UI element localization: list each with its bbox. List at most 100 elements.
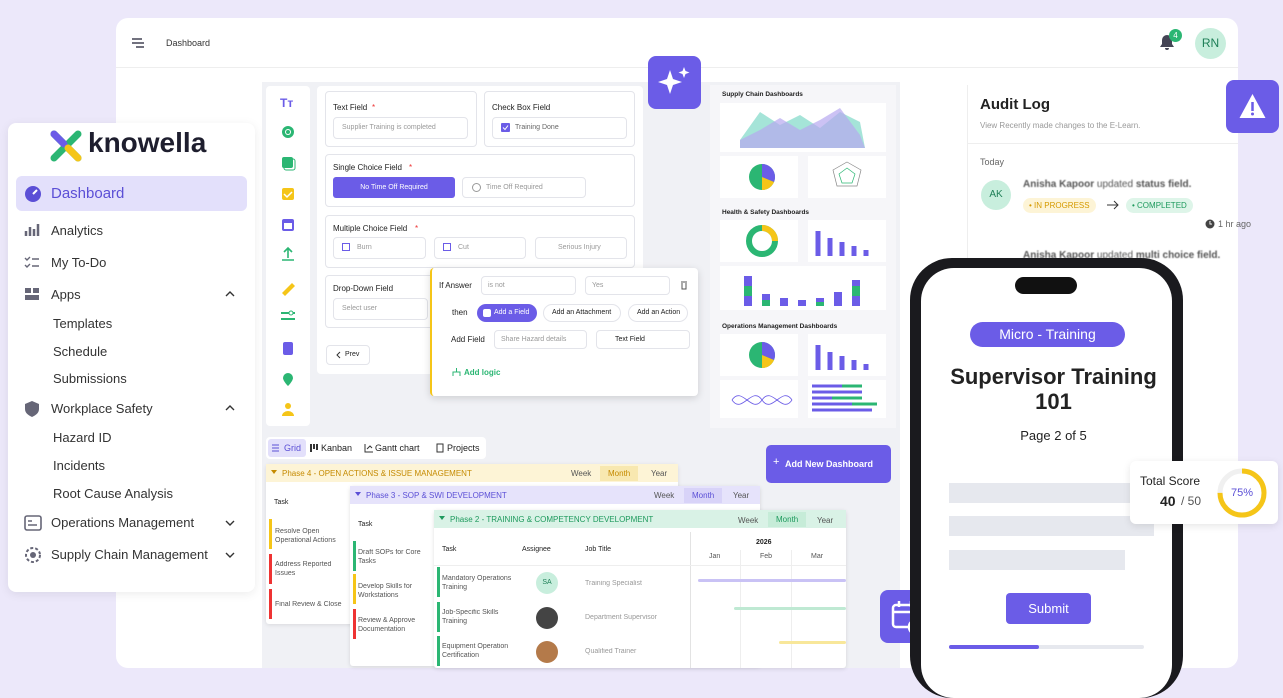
task: Task	[358, 521, 373, 528]
label[interactable]: Workplace Safety	[51, 401, 153, 416]
scales[interactable]: Year	[651, 469, 668, 478]
actions[interactable]: Add an Action	[628, 304, 688, 322]
path	[762, 177, 774, 190]
scales[interactable]: Year	[733, 491, 750, 500]
rect	[283, 342, 293, 355]
scales[interactable]: Year	[817, 516, 834, 525]
rows: Develop Skills for Workstations	[358, 583, 413, 599]
label: Total Score	[1140, 474, 1201, 488]
job: Department Supervisor	[585, 614, 657, 621]
safety-icon	[25, 401, 39, 417]
path	[744, 286, 860, 306]
options[interactable]: Time Off Required	[462, 177, 586, 198]
children[interactable]: Hazard ID	[53, 430, 112, 445]
div: Anisha Kapoor updated status field.	[1023, 179, 1191, 190]
tabs[interactable]: Kanban	[321, 443, 353, 453]
path	[762, 342, 775, 360]
rect	[284, 223, 292, 229]
label[interactable]: Analytics	[51, 223, 104, 238]
field-placeholder[interactable]: Share Hazard details	[494, 330, 587, 349]
columns: Assignee	[522, 546, 551, 553]
path	[25, 401, 39, 417]
scales[interactable]: Week	[654, 491, 675, 500]
rows: Resolve Open Operational Actions	[275, 528, 336, 544]
children[interactable]: Incidents	[53, 458, 106, 473]
path	[731, 395, 793, 405]
divider	[968, 143, 1238, 144]
view-tabs	[266, 437, 486, 459]
plus-icon: +	[773, 456, 780, 468]
notifications[interactable]: 4	[1169, 29, 1182, 42]
logic-icon	[452, 368, 461, 376]
tab-icons	[272, 443, 444, 453]
children[interactable]: Templates	[53, 316, 113, 331]
label: Text Field	[333, 103, 368, 112]
options[interactable]: Serious Injury	[535, 237, 627, 259]
title: Phase 4 - OPEN ACTIONS & ISSUE MANAGEMEN…	[266, 464, 678, 482]
div	[434, 565, 846, 566]
active-tab	[268, 439, 306, 457]
logo: knowella	[88, 127, 207, 158]
div: Anisha Kapoor updated multi choice field…	[1023, 250, 1220, 261]
options[interactable]: No Time Off Required	[333, 177, 455, 198]
scales[interactable]: Week	[571, 469, 592, 478]
subtitle: View Recently made changes to the E-Lear…	[980, 121, 1141, 130]
add-logic[interactable]: Add logic	[464, 368, 501, 377]
scales[interactable]: Month	[600, 466, 639, 481]
checkbox	[342, 243, 350, 251]
required: *	[415, 224, 419, 233]
prev[interactable]: Prev	[326, 345, 370, 365]
menu-icon	[132, 38, 144, 48]
screenshot: Dashboard 4 RN knowella Dashboard Analyt…	[8, 18, 1279, 698]
ai-icon	[648, 56, 701, 109]
div	[269, 589, 272, 619]
path	[282, 411, 294, 416]
path	[815, 345, 869, 370]
scales[interactable]: Month	[684, 488, 723, 503]
options[interactable]: Burn	[333, 237, 426, 259]
rect	[720, 380, 798, 418]
operator[interactable]: is not	[481, 276, 576, 295]
field-type[interactable]: Text Field	[596, 330, 690, 349]
avatar: AK	[981, 180, 1011, 210]
circle	[25, 547, 41, 563]
placeholder[interactable]: Supplier Training is completed	[333, 117, 468, 139]
time: 1 hr ago	[1218, 219, 1252, 229]
path	[452, 368, 461, 376]
todo-icon	[24, 256, 39, 268]
submit[interactable]: Submit	[1006, 593, 1091, 624]
label[interactable]: Dashboard	[51, 185, 125, 202]
answer[interactable]: Yes	[585, 276, 670, 295]
user: Anisha Kapoor	[1023, 179, 1095, 190]
title: Dashboard	[166, 38, 211, 48]
tabs[interactable]: Gantt chart	[375, 443, 420, 453]
children[interactable]: Schedule	[53, 344, 108, 359]
path	[336, 351, 341, 359]
scales[interactable]: Week	[738, 516, 759, 525]
children[interactable]: Root Cause Analysis	[53, 486, 173, 501]
radio	[472, 183, 481, 192]
apps-icon	[25, 288, 39, 300]
then: then	[452, 308, 468, 317]
label[interactable]: Apps	[51, 287, 81, 302]
dashboards: Operations Management Dashboards	[722, 323, 838, 330]
label[interactable]: Supply Chain Management	[51, 547, 208, 562]
placeholder[interactable]: Select user	[333, 298, 428, 320]
chevron	[225, 405, 235, 411]
tabs[interactable]: Projects	[447, 443, 480, 453]
label[interactable]: My To-Do	[51, 255, 107, 270]
max: / 50	[1181, 494, 1202, 508]
scales[interactable]: Month	[768, 512, 807, 527]
children[interactable]: Submissions	[53, 371, 127, 386]
avatar[interactable]: RN	[1195, 28, 1226, 59]
path	[25, 288, 39, 300]
actions[interactable]: Add a Field	[477, 304, 537, 322]
options[interactable]: Cut	[434, 237, 526, 259]
percent-label: 75%	[1230, 487, 1254, 499]
actions[interactable]: Add an Attachment	[543, 304, 621, 322]
path	[364, 444, 373, 453]
add-button[interactable]: Add New Dashboard	[766, 445, 891, 483]
label[interactable]: Operations Management	[51, 515, 195, 530]
rect	[282, 188, 294, 200]
tabs[interactable]: Grid	[284, 443, 302, 453]
